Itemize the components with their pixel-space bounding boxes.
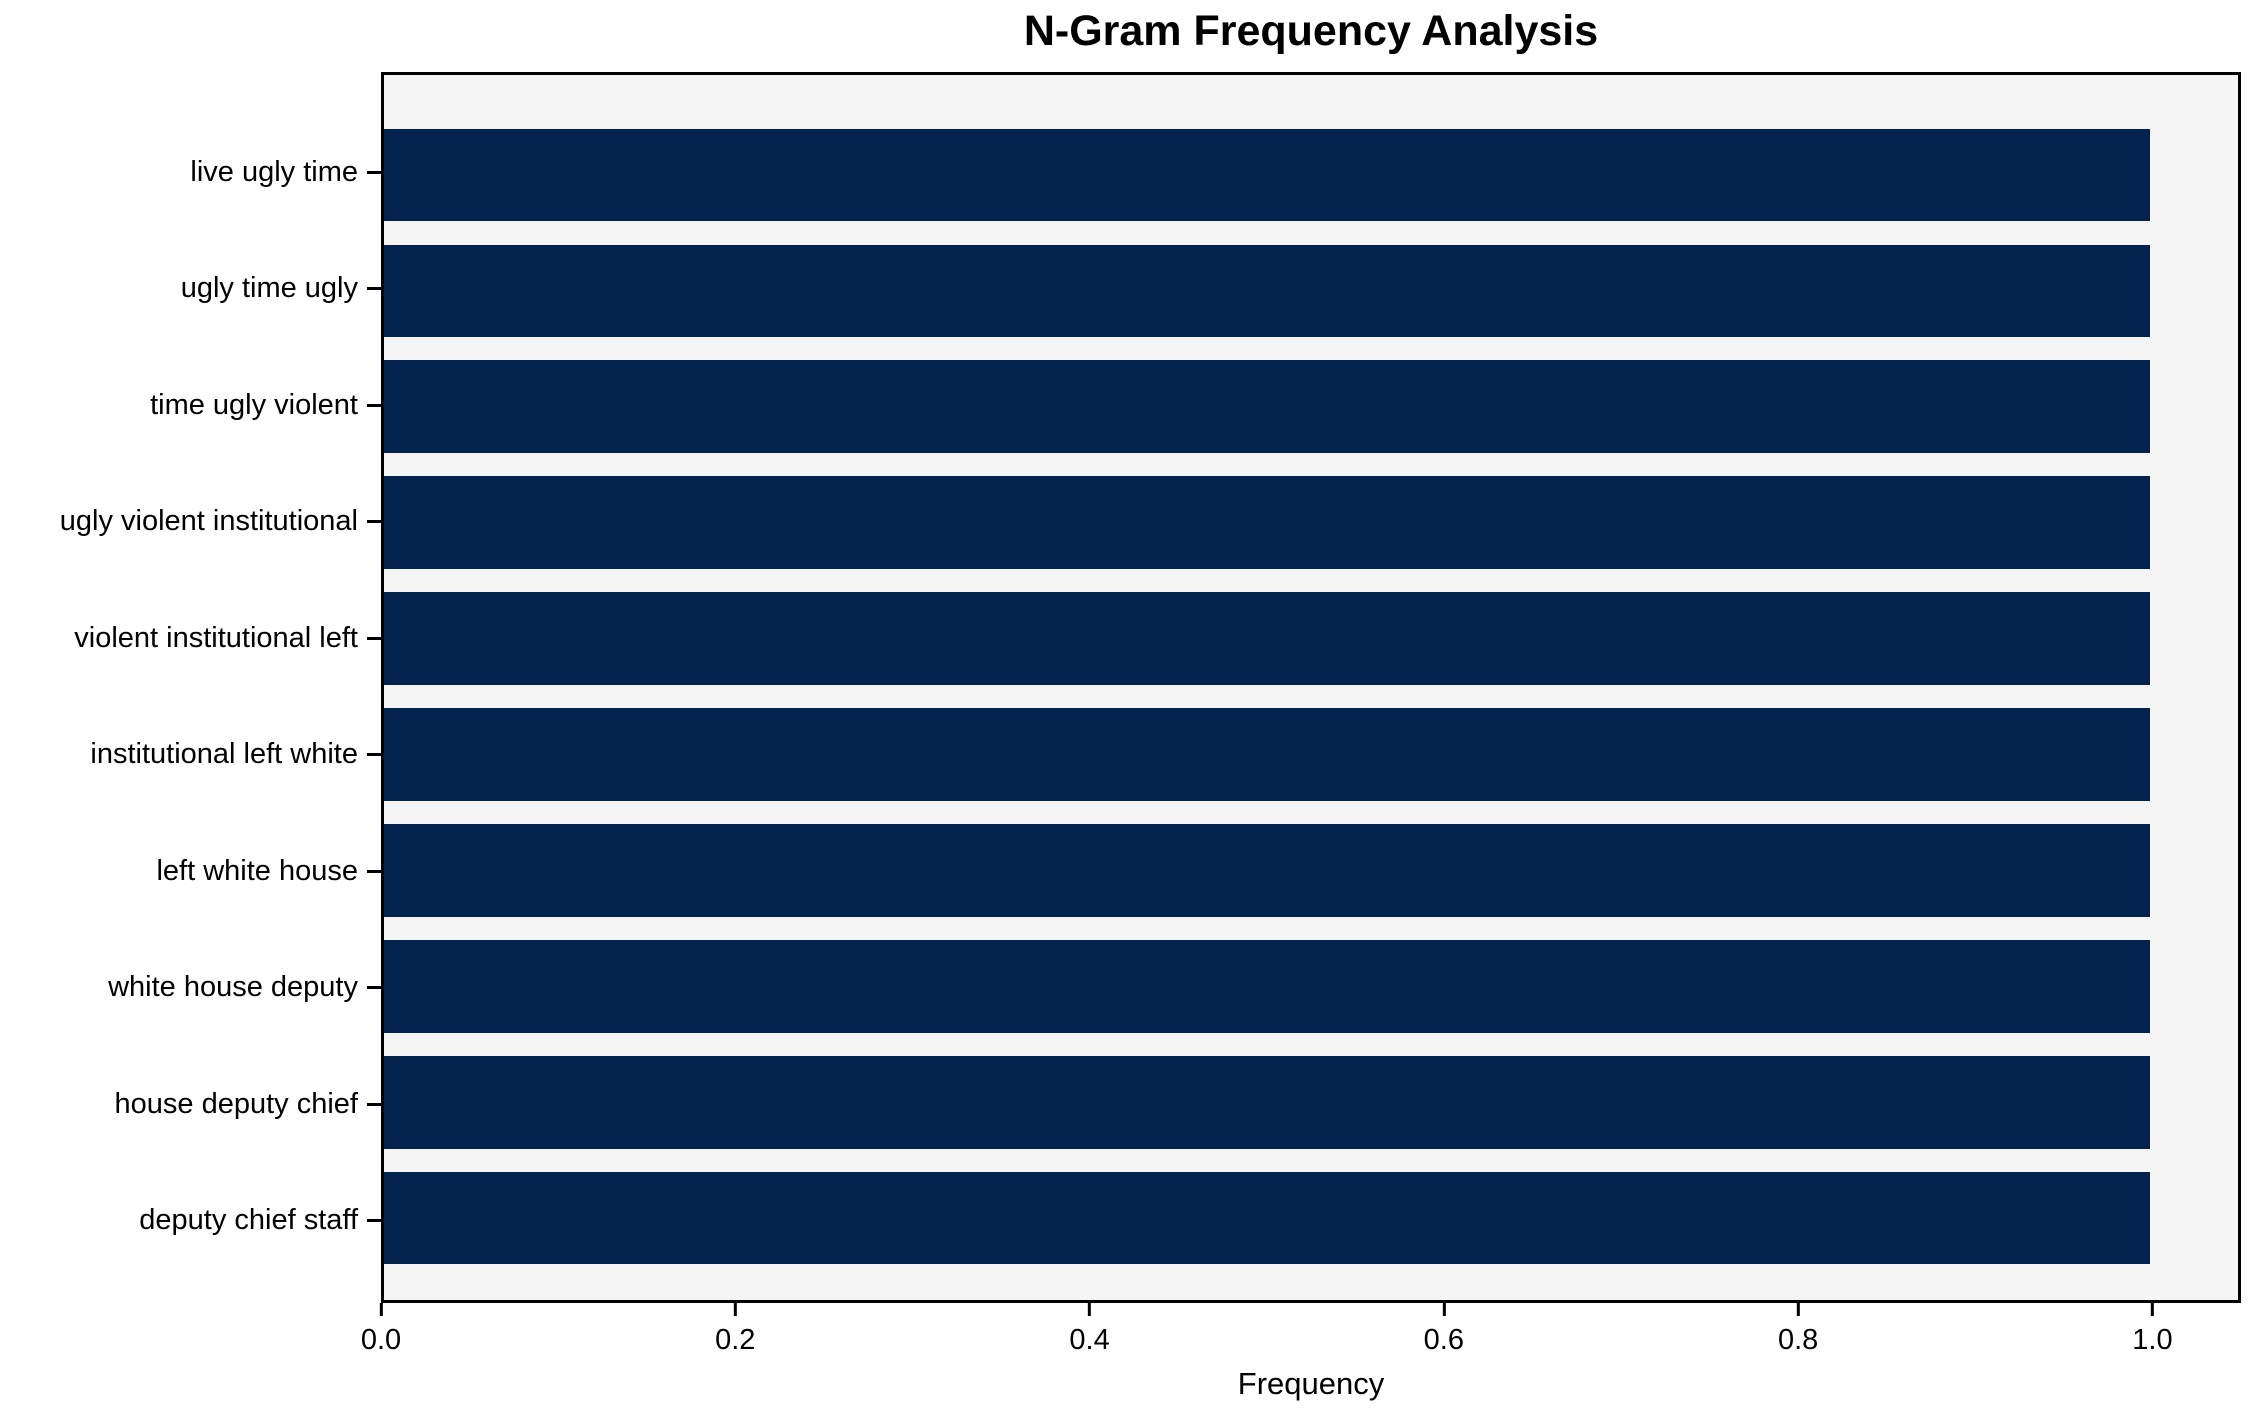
y-tick-label: ugly violent institutional bbox=[59, 505, 358, 538]
y-tick-mark bbox=[367, 986, 381, 990]
x-tick: 0.6 bbox=[1424, 1303, 1464, 1357]
y-tick-row: institutional left white bbox=[0, 697, 381, 814]
y-tick-row: ugly violent institutional bbox=[0, 464, 381, 581]
x-tick-mark bbox=[2150, 1303, 2154, 1316]
bar-row bbox=[384, 349, 2238, 465]
y-tick-row: ugly time ugly bbox=[0, 231, 381, 348]
y-tick-mark bbox=[367, 287, 381, 291]
bar-row bbox=[384, 117, 2238, 233]
plot-area bbox=[381, 72, 2241, 1303]
y-tick-row: time ugly violent bbox=[0, 347, 381, 464]
y-tick-label: institutional left white bbox=[90, 738, 358, 771]
y-tick-mark bbox=[367, 520, 381, 524]
y-tick-label: deputy chief staff bbox=[139, 1204, 358, 1237]
y-tick-row: left white house bbox=[0, 813, 381, 930]
bar bbox=[384, 708, 2150, 801]
x-tick: 0.4 bbox=[1069, 1303, 1110, 1357]
bar bbox=[384, 128, 2150, 222]
bar bbox=[384, 1055, 2150, 1149]
bar bbox=[384, 1171, 2150, 1265]
y-tick-label: house deputy chief bbox=[114, 1087, 358, 1120]
bar-row bbox=[384, 233, 2238, 349]
y-axis-labels: live ugly time ugly time ugly time ugly vi… bbox=[0, 72, 381, 1303]
y-tick-mark bbox=[367, 636, 381, 640]
x-axis: 0.0 0.2 0.4 0.6 0.8 1.0 bbox=[361, 1303, 2241, 1383]
x-tick-label: 0.6 bbox=[1423, 1324, 1465, 1356]
y-tick-label: time ugly violent bbox=[150, 388, 358, 421]
bar-row bbox=[384, 1044, 2238, 1160]
bar bbox=[384, 244, 2150, 338]
x-tick-mark bbox=[1442, 1303, 1446, 1316]
x-tick-mark bbox=[1088, 1303, 1092, 1316]
y-tick-label: left white house bbox=[156, 854, 358, 887]
y-tick-label: violent institutional left bbox=[74, 621, 358, 654]
bar-row bbox=[384, 465, 2238, 581]
y-tick-row: white house deputy bbox=[0, 930, 381, 1047]
y-tick-row: house deputy chief bbox=[0, 1046, 381, 1163]
y-tick-mark bbox=[367, 403, 381, 407]
x-tick-label: 0.2 bbox=[715, 1324, 756, 1356]
x-tick: 0.8 bbox=[1778, 1303, 1818, 1357]
chart-title: N-Gram Frequency Analysis bbox=[1023, 7, 1599, 55]
x-tick-label: 0.8 bbox=[1777, 1324, 1819, 1356]
y-tick-row: live ugly time bbox=[0, 114, 381, 231]
x-tick: 1.0 bbox=[2132, 1303, 2173, 1357]
bar-row bbox=[384, 581, 2238, 697]
bar-row bbox=[384, 812, 2238, 928]
x-axis-title: Frequency bbox=[1237, 1366, 1385, 1401]
x-tick-label: 0.0 bbox=[360, 1324, 402, 1356]
bar bbox=[384, 476, 2150, 570]
bar-row bbox=[384, 697, 2238, 813]
y-tick-label: live ugly time bbox=[190, 155, 358, 188]
bar bbox=[384, 360, 2150, 454]
x-tick-mark bbox=[1796, 1303, 1800, 1316]
x-tick-label: 1.0 bbox=[2132, 1324, 2173, 1356]
bar bbox=[384, 592, 2150, 685]
y-tick-row: violent institutional left bbox=[0, 580, 381, 697]
x-tick: 0.0 bbox=[361, 1303, 401, 1357]
y-tick-row: deputy chief staff bbox=[0, 1163, 381, 1280]
x-tick-mark bbox=[379, 1303, 383, 1316]
x-tick: 0.2 bbox=[715, 1303, 755, 1357]
y-tick-mark bbox=[367, 869, 381, 873]
x-tick-mark bbox=[733, 1303, 737, 1316]
bar bbox=[384, 939, 2150, 1033]
y-tick-label: white house deputy bbox=[108, 971, 358, 1004]
y-tick-label: ugly time ugly bbox=[180, 272, 358, 305]
bar-row bbox=[384, 1160, 2238, 1276]
x-tick-label: 0.4 bbox=[1069, 1324, 1110, 1356]
bar-row bbox=[384, 928, 2238, 1044]
y-tick-mark bbox=[367, 753, 381, 757]
y-tick-mark bbox=[367, 1219, 381, 1223]
y-tick-mark bbox=[367, 170, 381, 174]
bar bbox=[384, 824, 2150, 917]
y-tick-mark bbox=[367, 1102, 381, 1106]
